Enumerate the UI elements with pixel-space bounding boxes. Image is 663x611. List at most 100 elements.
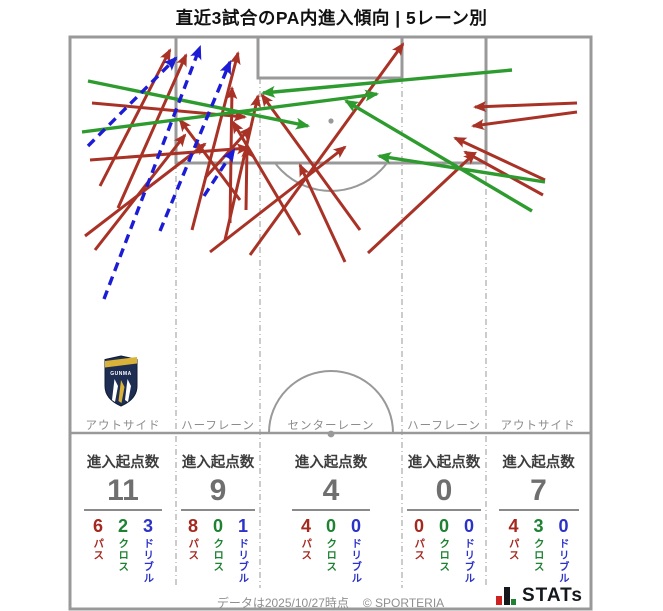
stats-column-outside-left: 進入起点数 11 6 パス 2 クロス 3 ドリブル [70, 446, 176, 588]
entries-count: 11 [107, 474, 139, 507]
center-spot [327, 430, 335, 438]
arrow-dribble [86, 56, 178, 148]
cross-stat: 0 クロス [206, 517, 231, 584]
page-title: 直近3試合のPA内進入傾向 | 5レーン別 [175, 8, 488, 28]
arrow-cross [81, 89, 380, 134]
penalty-spot [328, 118, 334, 124]
pass-stat: 0 パス [407, 517, 432, 584]
arrow-pass [231, 120, 302, 236]
pass-count: 4 [508, 516, 519, 536]
entries-count: 9 [209, 474, 227, 507]
center-circle [268, 370, 394, 433]
arrow-pass [178, 118, 242, 201]
arrow-pass [463, 150, 544, 197]
arrow-pass [84, 142, 207, 238]
stats-rule [407, 509, 481, 511]
pass-label: パス [187, 538, 200, 561]
arrow-pass [248, 42, 405, 256]
stats-column-center: 進入起点数 4 4 パス 0 クロス 0 ドリブル [260, 446, 402, 588]
dribble-label: ドリブル [142, 538, 155, 584]
arrow-dribble [202, 148, 236, 197]
arrow-cross [260, 68, 513, 98]
lane-labels: アウトサイド ハーフレーン センターレーン ハーフレーン アウトサイド [86, 419, 576, 432]
arrow-pass [473, 101, 578, 113]
stats-header: 進入起点数 [86, 455, 160, 471]
arrow-pass [241, 144, 253, 211]
cross-count: 2 [117, 516, 128, 536]
cross-count: 3 [533, 516, 544, 536]
cross-label: クロス [532, 538, 545, 573]
lane-label-half-right: ハーフレーン [407, 420, 481, 432]
dribble-count: 0 [350, 516, 361, 536]
arrow-pass [89, 143, 250, 162]
cross-label: クロス [438, 538, 451, 573]
lane-label-center: センターレーン [288, 419, 375, 432]
arrow-pass [471, 110, 578, 130]
lane-stats-table: 進入起点数 11 6 パス 2 クロス 3 ドリブル 進入起点数 9 8 パス 0 クロス… [70, 446, 591, 588]
arrow-pass [260, 93, 362, 231]
arrow-cross [344, 99, 533, 213]
arrow-cross [87, 79, 311, 130]
dribble-label: ドリブル [350, 538, 363, 584]
pass-count: 8 [187, 516, 198, 536]
stats-rule [84, 509, 162, 511]
stats-column-outside-right: 進入起点数 7 4 パス 3 クロス 0 ドリブル [486, 446, 591, 588]
arrow-pass [223, 94, 261, 241]
pass-label: パス [413, 538, 426, 561]
cross-label: クロス [325, 538, 338, 573]
dribble-stat: 0 ドリブル [457, 517, 482, 584]
cross-label: クロス [212, 538, 225, 573]
footer: データは2025/10/27時点 © SPORTERIA [70, 594, 591, 611]
lane-label-outside-right: アウトサイド [501, 419, 576, 432]
entries-count: 7 [530, 474, 547, 507]
entries-count: 0 [435, 474, 453, 507]
pass-stat: 6 パス [86, 517, 111, 584]
arrow-pass [116, 53, 188, 209]
arrow-pass [453, 136, 546, 182]
stats-header: 進入起点数 [294, 455, 368, 471]
pass-label: パス [507, 538, 520, 561]
dribble-count: 0 [558, 516, 569, 536]
pass-count: 0 [413, 516, 424, 536]
pass-stat: 8 パス [181, 517, 206, 584]
stats-rule [181, 509, 255, 511]
stats-rule [498, 509, 579, 511]
data-timestamp-note: データは2025/10/27時点 [216, 596, 349, 610]
pass-stat: 4 パス [501, 517, 526, 584]
pass-count: 4 [300, 516, 311, 536]
stats-header: 進入起点数 [502, 455, 575, 471]
lane-label-half-left: ハーフレーン [181, 420, 255, 432]
pass-label: パス [300, 538, 313, 561]
dribble-stat: 0 ドリブル [344, 517, 369, 584]
arrow-pass [98, 48, 172, 187]
stats-logo-text: STATs [522, 585, 583, 606]
stats-column-half-left: 進入起点数 9 8 パス 0 クロス 1 ドリブル [176, 446, 260, 588]
stats-rule [292, 509, 370, 511]
arrow-pass [93, 133, 187, 251]
dribble-stat: 1 ドリブル [231, 517, 256, 584]
dribble-label: ドリブル [557, 538, 570, 584]
dribble-label: ドリブル [237, 538, 250, 584]
cross-stat: 0 クロス [319, 517, 344, 584]
arrow-pass [298, 163, 347, 263]
dribble-count: 0 [463, 516, 474, 536]
lane-dividers [175, 78, 487, 588]
bar-chart-icon [496, 587, 516, 605]
arrow-pass [190, 51, 241, 231]
cross-label: クロス [117, 538, 130, 573]
cross-count: 0 [212, 516, 223, 536]
stats-header: 進入起点数 [407, 455, 481, 471]
pitch-border [68, 35, 593, 611]
stats-column-half-right: 進入起点数 0 0 パス 0 クロス 0 ドリブル [402, 446, 486, 588]
dribble-label: ドリブル [463, 538, 476, 584]
cross-stat: 3 クロス [526, 517, 551, 584]
lane-label-outside-left: アウトサイド [86, 419, 161, 432]
dribble-stat: 0 ドリブル [551, 517, 576, 584]
dribble-count: 1 [237, 516, 248, 536]
dribble-count: 3 [142, 516, 153, 536]
team-badge: GUNMA [104, 355, 138, 407]
arrow-dribble [158, 60, 232, 232]
arrows-layer [81, 42, 578, 300]
